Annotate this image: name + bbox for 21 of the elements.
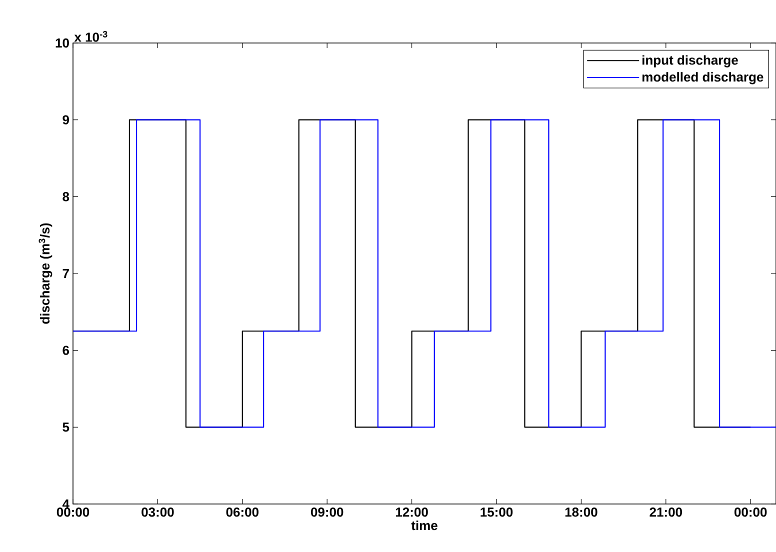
legend-label: modelled discharge [642,72,764,84]
x-tick-label: 09:00 [310,508,344,517]
y-tick-label: 7 [62,269,69,278]
y-tick-label: 4 [62,500,70,508]
y-tick-label: 10 [56,38,69,48]
y-tick-label: 8 [62,192,70,202]
y-axis-title: discharge (m$^{3}$/s) [38,223,52,324]
y-tick-label: 6 [62,346,70,355]
x-tick-label: 15:00 [480,508,513,517]
x-axis-title: time [411,520,438,530]
x-tick-label: 18:00 [565,508,598,517]
text: x 10$^{-3}$ [74,30,108,42]
x-tick-label: 00:00 [56,508,90,517]
x-tick-label: 00:00 [734,508,767,517]
x-tick-label: 12:00 [396,508,428,517]
x-tick-label: 03:00 [142,508,174,517]
legend-label: input discharge [642,55,738,68]
y-tick-label: 9 [62,115,69,124]
x-tick-label: 21:00 [650,508,682,517]
y-tick-label: 5 [62,422,70,432]
x-tick-label: 06:00 [226,508,258,517]
